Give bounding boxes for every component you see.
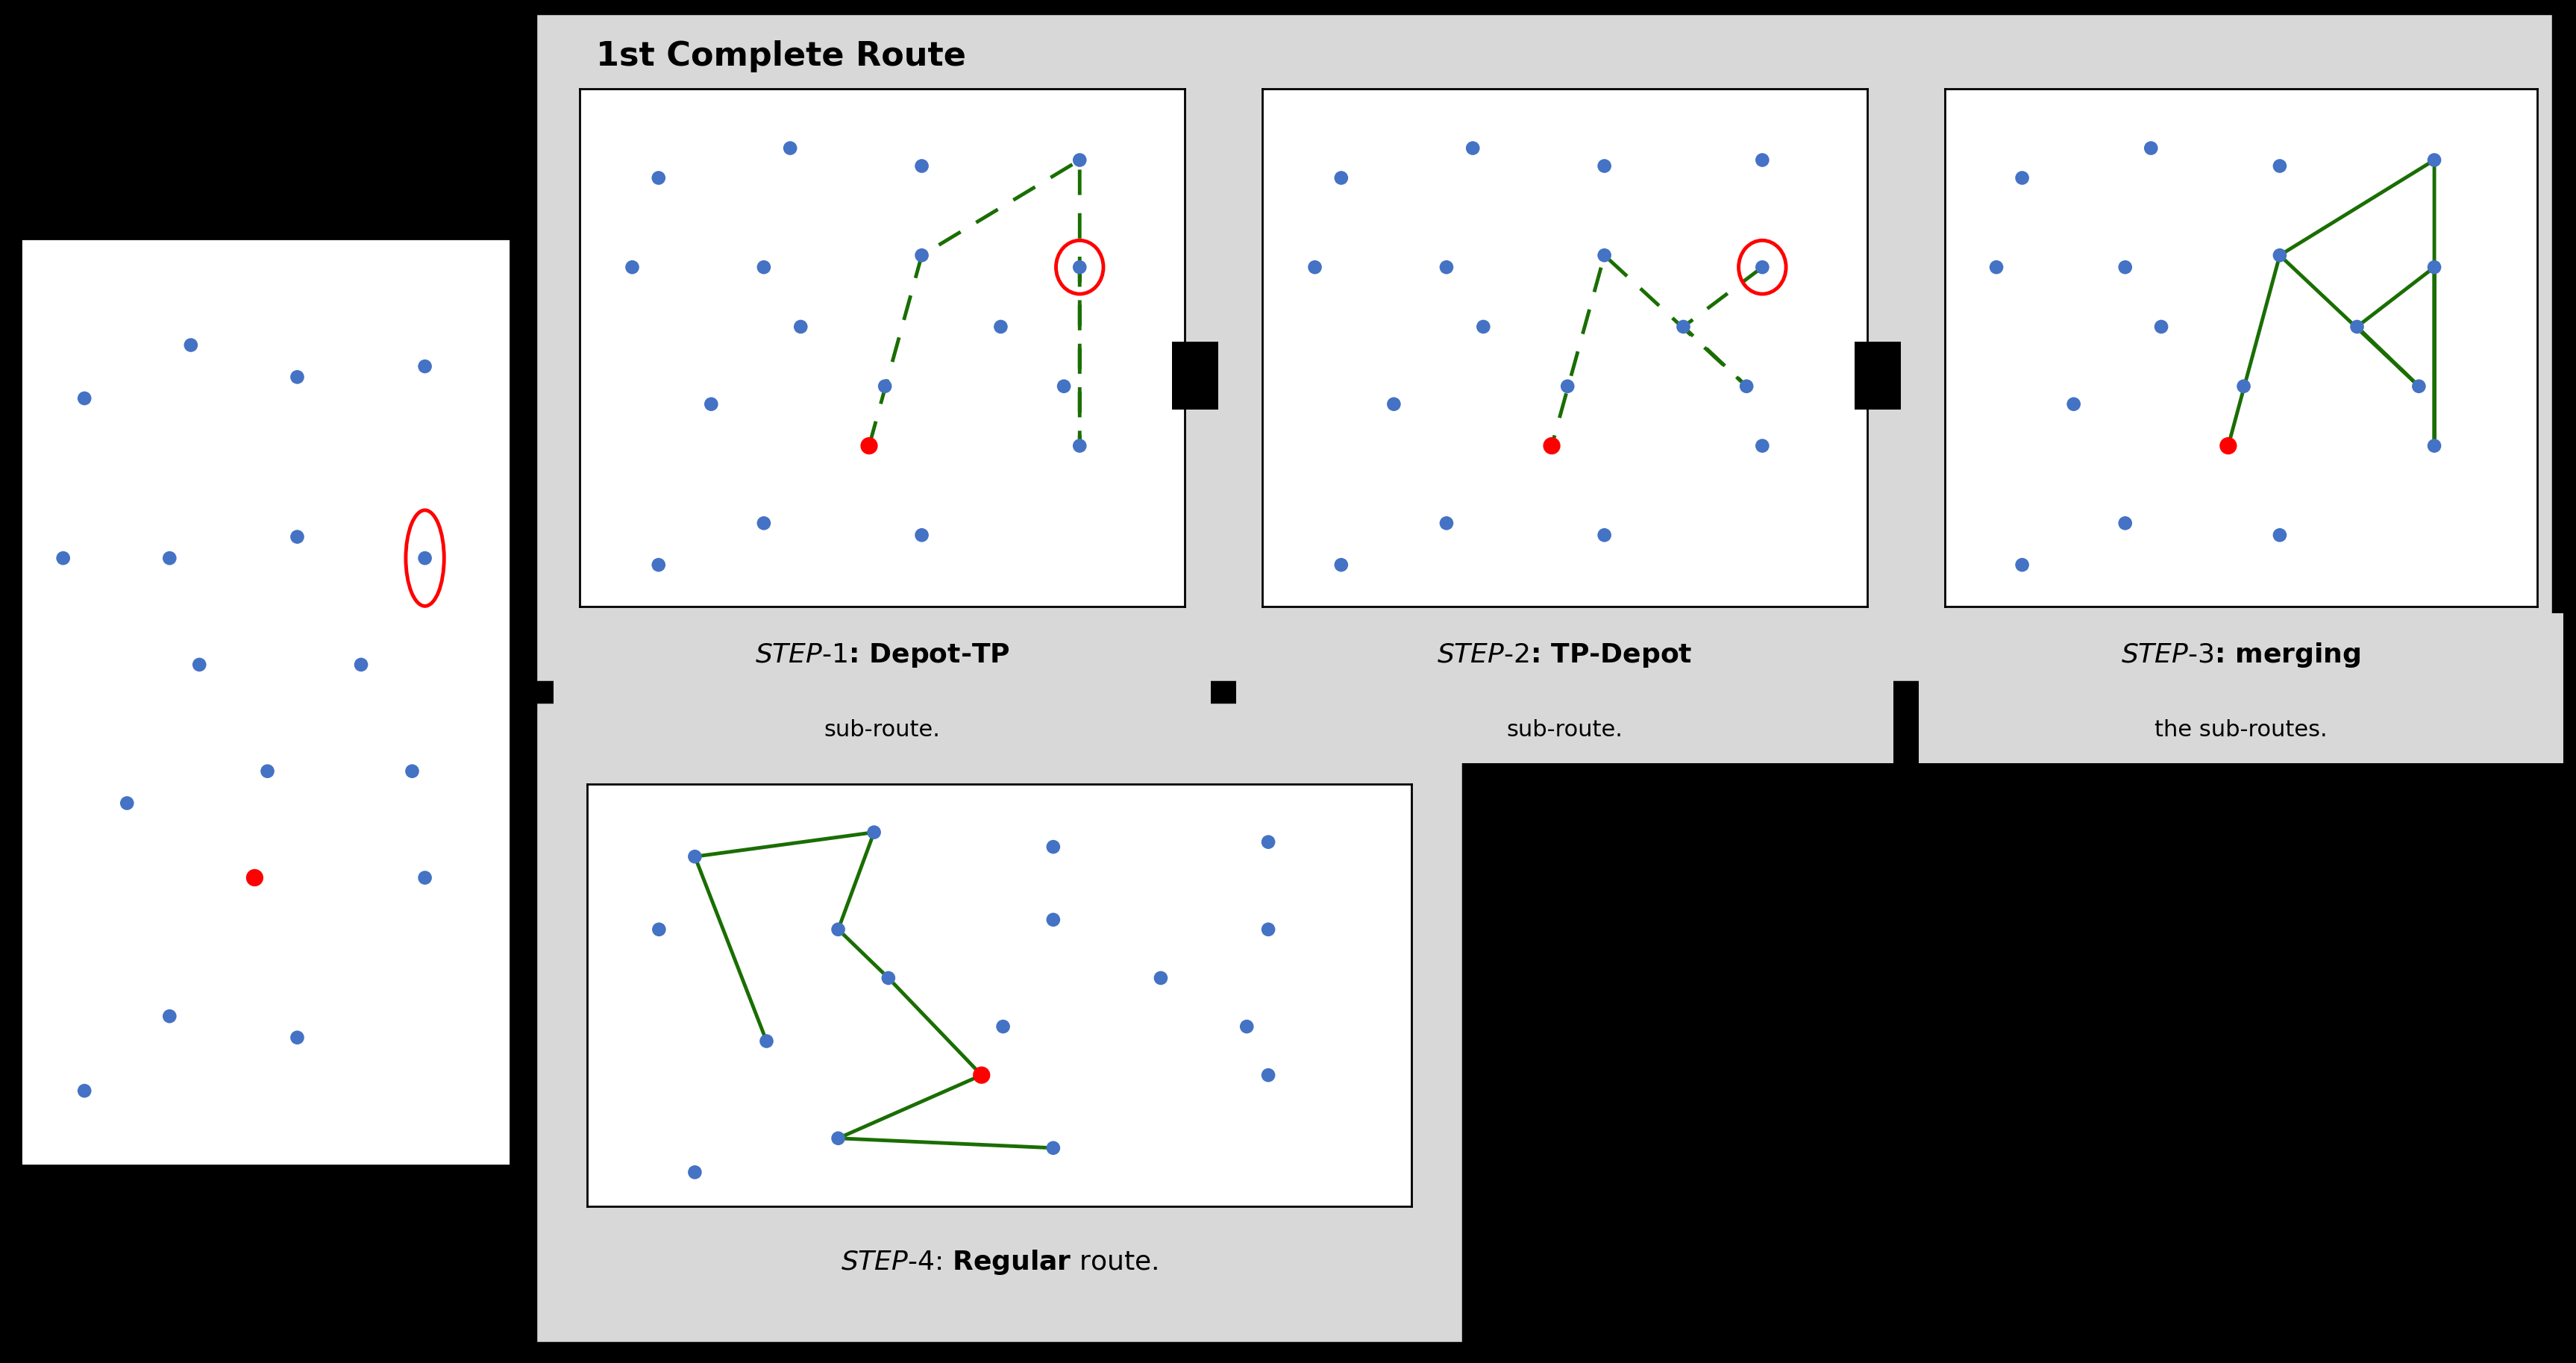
Point [1741,149,1783,170]
Point [276,1026,317,1048]
Point [1463,316,1504,338]
Point [902,244,943,266]
Point [2053,393,2094,414]
Point [2398,375,2439,397]
Point [404,867,446,889]
Point [2002,168,2043,189]
Point [64,387,106,409]
Point [1976,256,2017,278]
Point [2259,525,2300,547]
Point [1043,375,1084,397]
Text: $\mathit{STEP\text{-}4}$: $\bf{Regular}$ route.: $\mathit{STEP\text{-}4}$: $\bf{Regular}$… [840,1249,1159,1276]
Point [747,1030,788,1052]
Point [979,316,1020,338]
Point [2414,149,2455,170]
Point [1321,168,1363,189]
Point [1247,919,1288,940]
Point [1548,375,1589,397]
Point [2130,138,2172,159]
Point [744,512,786,534]
Point [2414,256,2455,278]
Point [868,968,909,990]
Text: $\mathit{STEP\text{-}1}$: Depot-TP: $\mathit{STEP\text{-}1}$: Depot-TP [755,642,1010,669]
Point [2105,512,2146,534]
Point [2259,244,2300,266]
Point [744,256,786,278]
Point [902,525,943,547]
Point [675,1161,716,1183]
Point [817,919,858,940]
Point [178,654,219,676]
Point [170,334,211,356]
Point [639,919,680,940]
Point [2208,435,2249,457]
Point [848,435,889,457]
Point [981,1015,1023,1037]
Point [1662,316,1703,338]
Text: sub-route.: sub-route. [1507,720,1623,741]
Text: $\mathit{STEP\text{-}2}$: TP-Depot: $\mathit{STEP\text{-}2}$: TP-Depot [1437,642,1692,669]
Point [1226,1015,1267,1037]
Point [149,1006,191,1028]
Point [64,1079,106,1101]
Point [2141,316,2182,338]
Text: the sub-routes.: the sub-routes. [2154,720,2329,741]
Point [1033,909,1074,931]
Point [149,547,191,568]
Point [1530,435,1571,457]
Point [392,761,433,782]
Point [1033,1137,1074,1159]
Point [770,138,811,159]
Text: sub-route.: sub-route. [824,720,940,741]
Point [1453,138,1494,159]
Point [690,393,732,414]
Point [817,1127,858,1149]
Point [781,316,822,338]
Point [404,356,446,378]
Point [2223,375,2264,397]
Point [675,845,716,867]
Point [1141,968,1182,990]
Point [2414,435,2455,457]
Point [1033,836,1074,857]
Point [276,526,317,548]
Point [1247,1065,1288,1086]
Point [1059,435,1100,457]
Point [2336,316,2378,338]
Point [853,822,894,844]
Point [234,867,276,889]
Point [2259,155,2300,177]
Point [1584,525,1625,547]
Text: $\mathit{STEP\text{-}3}$: merging: $\mathit{STEP\text{-}3}$: merging [2120,641,2362,669]
Point [276,367,317,388]
Text: 1st Complete Route: 1st Complete Route [595,41,966,72]
Point [2105,256,2146,278]
Point [44,547,85,568]
Point [1059,256,1100,278]
Point [2002,553,2043,575]
Point [1427,512,1468,534]
Point [1584,155,1625,177]
Point [1726,375,1767,397]
Point [404,547,446,568]
Point [1741,256,1783,278]
Point [961,1065,1002,1086]
Text: 2nd Complete Route: 2nd Complete Route [564,728,920,759]
Point [1741,435,1783,457]
Point [611,256,652,278]
Point [902,155,943,177]
Point [247,761,289,782]
Point [1373,393,1414,414]
Point [106,792,147,814]
Point [639,553,680,575]
Point [1321,553,1363,575]
Point [1059,149,1100,170]
Point [639,168,680,189]
Point [1247,831,1288,853]
Point [1293,256,1334,278]
Point [1584,244,1625,266]
Point [866,375,907,397]
Point [340,654,381,676]
Point [1427,256,1468,278]
